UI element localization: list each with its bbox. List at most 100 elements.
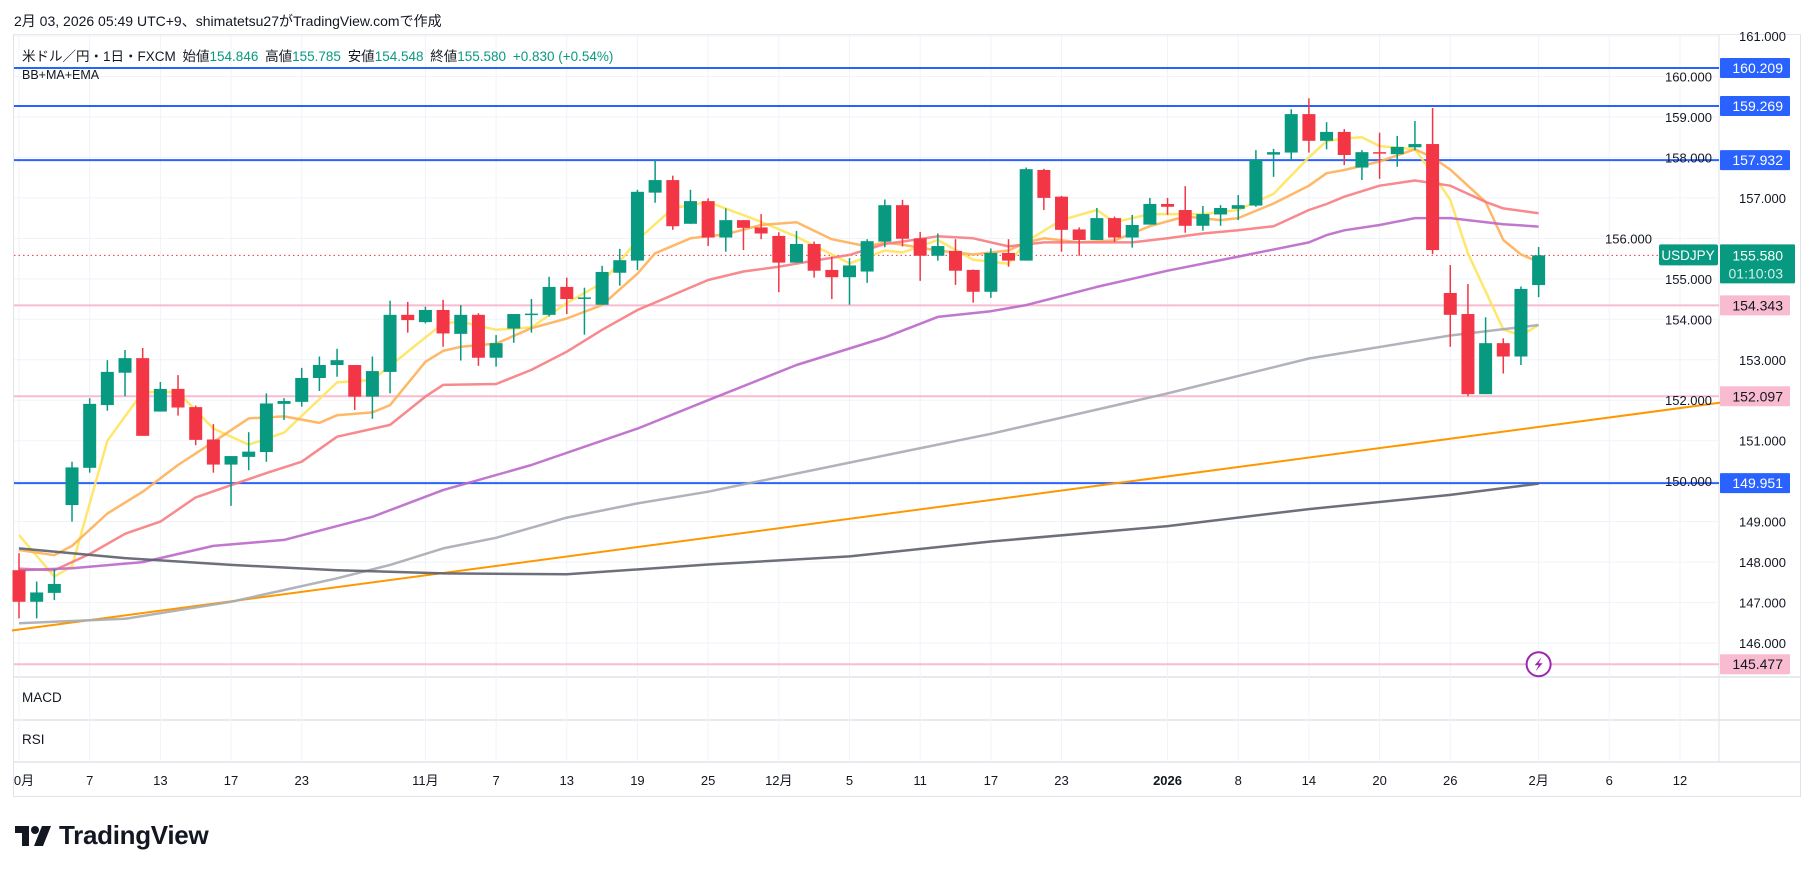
candle-down[interactable] bbox=[772, 232, 786, 293]
candle-up[interactable] bbox=[1231, 195, 1245, 221]
candle-up[interactable] bbox=[489, 335, 503, 367]
candle-down[interactable] bbox=[1178, 186, 1192, 233]
candle-up[interactable] bbox=[1090, 207, 1104, 240]
rsi-pane-label[interactable]: RSI bbox=[22, 732, 45, 747]
ma-longest-line[interactable] bbox=[18, 482, 1539, 576]
candle-up[interactable] bbox=[1355, 150, 1369, 181]
candle-down[interactable] bbox=[754, 214, 768, 240]
candle-up[interactable] bbox=[613, 248, 627, 286]
candle-up[interactable] bbox=[931, 233, 945, 261]
candle-up[interactable] bbox=[365, 356, 379, 419]
candle-down[interactable] bbox=[736, 220, 750, 251]
symbol-tag[interactable] bbox=[1659, 244, 1718, 266]
candle-up[interactable] bbox=[789, 231, 803, 263]
candle-up[interactable] bbox=[330, 348, 344, 377]
macd-pane-label[interactable]: MACD bbox=[22, 690, 62, 705]
candle-up[interactable] bbox=[878, 199, 892, 248]
candle-up[interactable] bbox=[507, 314, 521, 343]
candle-up[interactable] bbox=[30, 581, 44, 619]
candle-up[interactable] bbox=[630, 189, 644, 270]
candle-up[interactable] bbox=[1479, 317, 1493, 395]
candle-up[interactable] bbox=[1532, 247, 1546, 298]
candle-down[interactable] bbox=[1337, 129, 1351, 166]
candle-down[interactable] bbox=[1461, 284, 1475, 397]
candle-down[interactable] bbox=[1443, 265, 1457, 347]
event-marker[interactable] bbox=[1525, 651, 1552, 678]
candle-up[interactable] bbox=[454, 305, 468, 361]
candle-down[interactable] bbox=[471, 313, 485, 366]
candle-up[interactable] bbox=[1125, 214, 1139, 248]
candle-down[interactable] bbox=[1072, 227, 1086, 256]
candle-up[interactable] bbox=[47, 568, 61, 601]
candle-up[interactable] bbox=[595, 265, 609, 305]
candle-up[interactable] bbox=[65, 461, 79, 522]
candle-down[interactable] bbox=[189, 405, 203, 446]
candle-down[interactable] bbox=[348, 365, 362, 410]
ma-long-line[interactable] bbox=[18, 323, 1539, 625]
candle-up[interactable] bbox=[224, 456, 238, 506]
candle-down[interactable] bbox=[206, 424, 220, 473]
candle-down[interactable] bbox=[1302, 98, 1316, 153]
candle-up[interactable] bbox=[577, 287, 591, 335]
trendline[interactable] bbox=[11, 401, 1721, 632]
candle-down[interactable] bbox=[1108, 216, 1122, 242]
candle-down[interactable] bbox=[913, 231, 927, 281]
candle-up[interactable] bbox=[1408, 120, 1422, 151]
candle-up[interactable] bbox=[277, 398, 291, 421]
ema-fast-line[interactable] bbox=[18, 135, 1540, 578]
candle-up[interactable] bbox=[1284, 109, 1298, 160]
candle-down[interactable] bbox=[12, 553, 26, 619]
candle-up[interactable] bbox=[383, 300, 397, 394]
candle-up[interactable] bbox=[719, 208, 733, 252]
candle-up[interactable] bbox=[842, 258, 856, 305]
candle-down[interactable] bbox=[1161, 197, 1175, 215]
candle-down[interactable] bbox=[560, 277, 574, 315]
candle-up[interactable] bbox=[1514, 286, 1528, 366]
candle-down[interactable] bbox=[896, 199, 909, 247]
candle-up[interactable] bbox=[312, 356, 326, 391]
candle-up[interactable] bbox=[1320, 122, 1334, 150]
candle-down[interactable] bbox=[1426, 108, 1440, 255]
candle-down[interactable] bbox=[1055, 195, 1069, 252]
candle-down[interactable] bbox=[171, 375, 185, 416]
candle-up[interactable] bbox=[259, 393, 273, 462]
ema-mid-line[interactable] bbox=[18, 148, 1540, 557]
candle-down[interactable] bbox=[949, 239, 963, 285]
candle-up[interactable] bbox=[100, 360, 114, 411]
candle-up[interactable] bbox=[118, 350, 132, 397]
candle-up[interactable] bbox=[1390, 135, 1404, 167]
candle-up[interactable] bbox=[1196, 205, 1210, 231]
symbol-name[interactable]: 米ドル／円・1日・FXCM bbox=[22, 49, 176, 64]
candle-down[interactable] bbox=[1373, 132, 1387, 179]
candle-down[interactable] bbox=[1496, 338, 1510, 374]
candle-up[interactable] bbox=[83, 398, 97, 473]
candle-down[interactable] bbox=[136, 348, 150, 436]
candle-down[interactable] bbox=[1002, 239, 1016, 267]
ma-mid-line[interactable] bbox=[18, 216, 1539, 572]
candle-down[interactable] bbox=[701, 198, 715, 247]
candle-up[interactable] bbox=[542, 276, 556, 317]
candle-up[interactable] bbox=[1249, 150, 1263, 207]
candle-down[interactable] bbox=[966, 269, 980, 303]
candle-down[interactable] bbox=[436, 299, 450, 347]
candle-up[interactable] bbox=[418, 306, 432, 324]
candle-up[interactable] bbox=[1143, 197, 1157, 225]
candle-up[interactable] bbox=[295, 367, 309, 407]
indicator-name[interactable]: BB+MA+EMA bbox=[22, 68, 100, 82]
candle-up[interactable] bbox=[1267, 148, 1281, 177]
candle-down[interactable] bbox=[807, 241, 821, 278]
candle-down[interactable] bbox=[1037, 168, 1051, 211]
candle-up[interactable] bbox=[1019, 167, 1033, 261]
candle-down[interactable] bbox=[825, 256, 839, 300]
candle-up[interactable] bbox=[1214, 205, 1228, 226]
candle-up[interactable] bbox=[683, 189, 697, 224]
candle-up[interactable] bbox=[860, 239, 874, 283]
candle-up[interactable] bbox=[153, 382, 167, 412]
candle-up[interactable] bbox=[984, 248, 998, 298]
candle-down[interactable] bbox=[401, 301, 415, 333]
candle-down[interactable] bbox=[666, 175, 680, 230]
candle-up[interactable] bbox=[648, 159, 662, 203]
candle-up[interactable] bbox=[242, 432, 256, 471]
candle-up[interactable] bbox=[524, 299, 538, 333]
